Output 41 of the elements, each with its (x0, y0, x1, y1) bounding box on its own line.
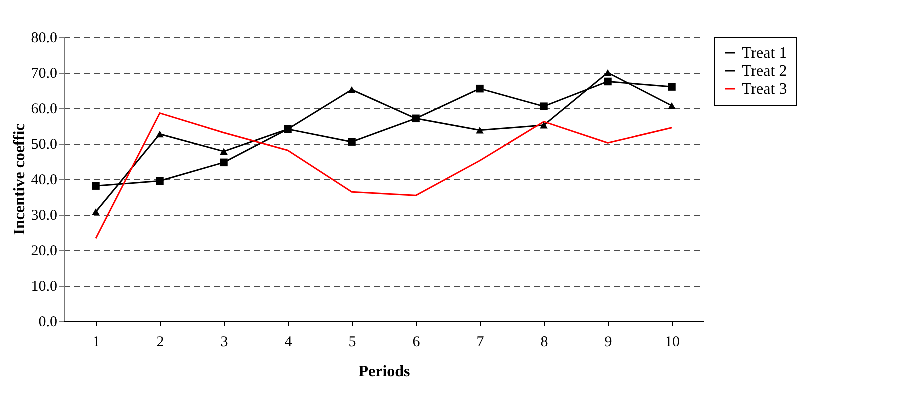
x-tick-label: 8 (540, 334, 548, 350)
point (604, 78, 612, 86)
x-tick-label: 1 (92, 334, 100, 350)
point (220, 158, 228, 167)
point (476, 84, 484, 93)
point (668, 83, 676, 91)
x-tick-label: 5 (348, 334, 356, 350)
x-axis-title: Periods (358, 364, 410, 380)
point (92, 182, 100, 190)
y-tick-label: 0.0 (38, 314, 58, 330)
point (604, 70, 612, 76)
legend-label: Treat 3 (742, 81, 788, 98)
line-series (95, 112, 673, 240)
y-tick-label: 20.0 (31, 244, 58, 260)
x-tick-label: 10 (665, 334, 680, 350)
y-tick-label: 60.0 (31, 102, 58, 118)
x-tick-label: 6 (412, 334, 421, 350)
y-tick-label: 40.0 (31, 172, 58, 188)
point (540, 122, 548, 129)
point (156, 130, 164, 138)
point (476, 127, 484, 134)
x-tick-label: 9 (604, 334, 612, 350)
point (540, 102, 548, 110)
y-tick-label: 70.0 (31, 66, 58, 82)
x-tick-label: 4 (284, 334, 293, 350)
x-tick-label: 3 (220, 334, 228, 350)
legend-label: Treat 1 (742, 45, 788, 62)
point (668, 102, 676, 110)
y-tick-label: 80.0 (31, 30, 58, 46)
y-tick-label: 10.0 (31, 279, 58, 295)
point (348, 86, 356, 94)
legend-label: Treat 2 (742, 63, 788, 80)
y-axis-title: Incentive coeffic (11, 124, 28, 236)
y-tick-label: 30.0 (31, 208, 58, 224)
y-tick-label: 50.0 (31, 137, 58, 153)
point (220, 148, 228, 156)
point (92, 208, 100, 216)
x-tick-label: 7 (476, 334, 485, 350)
x-tick-label: 2 (156, 334, 164, 350)
point (348, 138, 356, 146)
point (156, 177, 164, 186)
